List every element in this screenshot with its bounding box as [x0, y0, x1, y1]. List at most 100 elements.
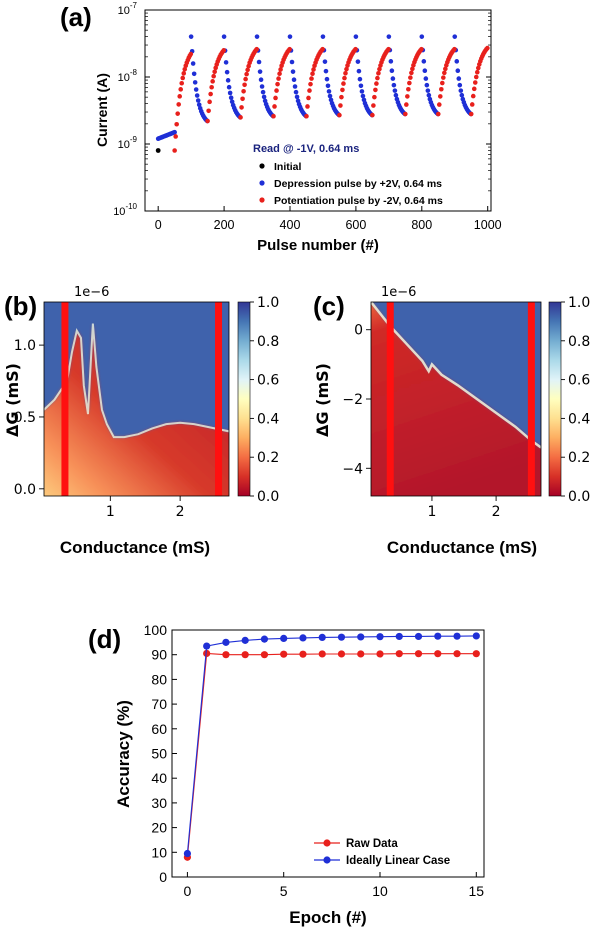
- ideally-linear-point: [453, 632, 461, 640]
- depression-point: [320, 34, 326, 39]
- raw-data-point: [318, 650, 326, 658]
- potentiation-point: [172, 148, 177, 153]
- depression-point: [259, 84, 265, 89]
- depression-point: [293, 89, 299, 95]
- potentiation-point: [372, 94, 377, 100]
- depression-point: [292, 84, 298, 89]
- panel-b-colorbar-label: 0.0: [257, 489, 279, 505]
- depression-point: [325, 83, 331, 89]
- potentiation-point: [407, 80, 412, 86]
- a-xtick-label: 200: [214, 218, 235, 232]
- ideally-linear-point: [222, 638, 230, 646]
- panel-a-label: (a): [60, 2, 92, 32]
- panel-d-ticks: 0 5 10 15 0 10 20 30 40 50 60 70 80 90 100: [144, 622, 485, 899]
- potentiation-point: [287, 46, 292, 52]
- raw-data-point: [337, 650, 346, 658]
- potentiation-point: [410, 66, 415, 72]
- depression-point: [291, 77, 297, 83]
- ideally-linear-point: [203, 642, 211, 650]
- panel-b-ytick-label: 1.0: [14, 338, 36, 354]
- raw-data-point: [434, 650, 442, 658]
- panel-c-xtick-label: 1: [427, 504, 436, 520]
- d-xtick-label: 5: [280, 883, 288, 899]
- potentiation-point: [244, 71, 249, 77]
- potentiation-point: [209, 84, 214, 90]
- panel-b-xtick-label: 1: [106, 504, 115, 520]
- raw-data-point: [376, 650, 384, 658]
- panel-c-ylabel: ΔG (mS): [313, 363, 332, 437]
- potentiation-point: [182, 67, 188, 72]
- panel-c-boundary: [371, 302, 541, 449]
- panel-c-marker-line: [386, 302, 394, 496]
- a-ytick-label: 10-9: [118, 135, 138, 151]
- potentiation-point: [370, 112, 375, 118]
- potentiation-point: [278, 67, 283, 72]
- potentiation-point: [206, 108, 211, 114]
- depression-point: [221, 34, 227, 39]
- potentiation-point: [485, 45, 490, 51]
- potentiation-point: [308, 81, 313, 87]
- ideally-linear-point: [434, 632, 442, 640]
- depression-point: [357, 76, 363, 82]
- depression-point: [322, 59, 328, 64]
- depression-point: [191, 71, 197, 77]
- ideally-linear-point: [241, 636, 249, 644]
- d-ytick-label: 50: [151, 746, 167, 762]
- panel-c-colorbar-label: 0.6: [568, 373, 590, 389]
- panel-c-ytick-label: −4: [342, 461, 363, 477]
- depression-point: [454, 59, 460, 64]
- depression-point: [290, 69, 296, 74]
- depression-point: [452, 34, 458, 39]
- potentiation-point: [205, 118, 210, 124]
- potentiation-point: [177, 94, 183, 99]
- depression-point: [327, 93, 333, 99]
- depression-point: [190, 61, 196, 66]
- ideally-linear-point: [472, 632, 480, 640]
- panel-b-low-region: [44, 323, 229, 496]
- potentiation-point: [271, 113, 276, 119]
- d-ytick-label: 90: [151, 647, 167, 663]
- depression-point: [323, 68, 329, 74]
- potentiation-point: [181, 71, 187, 76]
- raw-data-point: [280, 650, 288, 658]
- legend-entry-linear: Ideally Linear Case: [346, 855, 450, 867]
- depression-point: [227, 90, 233, 96]
- panel-b-ticks: 1 2 0.0 0.5 1.0: [14, 338, 185, 520]
- panel-c-colorbar-label: 0.2: [568, 450, 590, 466]
- depression-point: [287, 34, 293, 39]
- depression-point: [360, 93, 366, 99]
- potentiation-point: [179, 80, 185, 86]
- ideally-linear-point: [357, 633, 365, 641]
- potentiation-point: [180, 75, 186, 81]
- panel-a-xlabel: Pulse number (#): [257, 237, 379, 254]
- panel-b-boundary: [44, 323, 229, 439]
- potentiation-point: [471, 86, 477, 92]
- a-xtick-label: 600: [345, 218, 366, 232]
- panel-c-colorbar-label: 1.0: [568, 295, 590, 311]
- panel-c: (c) 1e−6 1 2 −4 −2 0 0.0 0.2 0.4 0.6 0.8 1.0 Cond…: [313, 285, 590, 557]
- panel-b-xtick-label: 2: [176, 504, 185, 520]
- legend-marker-potentiation: [259, 197, 265, 203]
- depression-point: [359, 89, 365, 94]
- raw-data-point: [395, 650, 403, 658]
- ideally-linear-point: [299, 634, 307, 642]
- potentiation-point: [273, 95, 278, 101]
- panel-b-ytick-label: 0.0: [14, 482, 36, 498]
- potentiation-point: [276, 76, 281, 81]
- potentiation-point: [474, 69, 480, 75]
- d-xtick-label: 0: [184, 883, 192, 899]
- panel-c-colorbar-label: 0.8: [568, 334, 590, 350]
- legend-marker-depression: [259, 180, 265, 186]
- potentiation-point: [178, 87, 184, 92]
- potentiation-point: [245, 67, 250, 73]
- potentiation-point: [403, 111, 408, 117]
- potentiation-point: [437, 94, 443, 99]
- depression-point: [456, 76, 462, 81]
- potentiation-point: [439, 86, 444, 92]
- potentiation-point: [441, 75, 446, 80]
- legend-entry-raw: Raw Data: [346, 838, 398, 850]
- panel-c-ticks: 1 2 −4 −2 0: [342, 323, 500, 520]
- raw-data-line: [186, 652, 477, 858]
- potentiation-point: [435, 111, 441, 117]
